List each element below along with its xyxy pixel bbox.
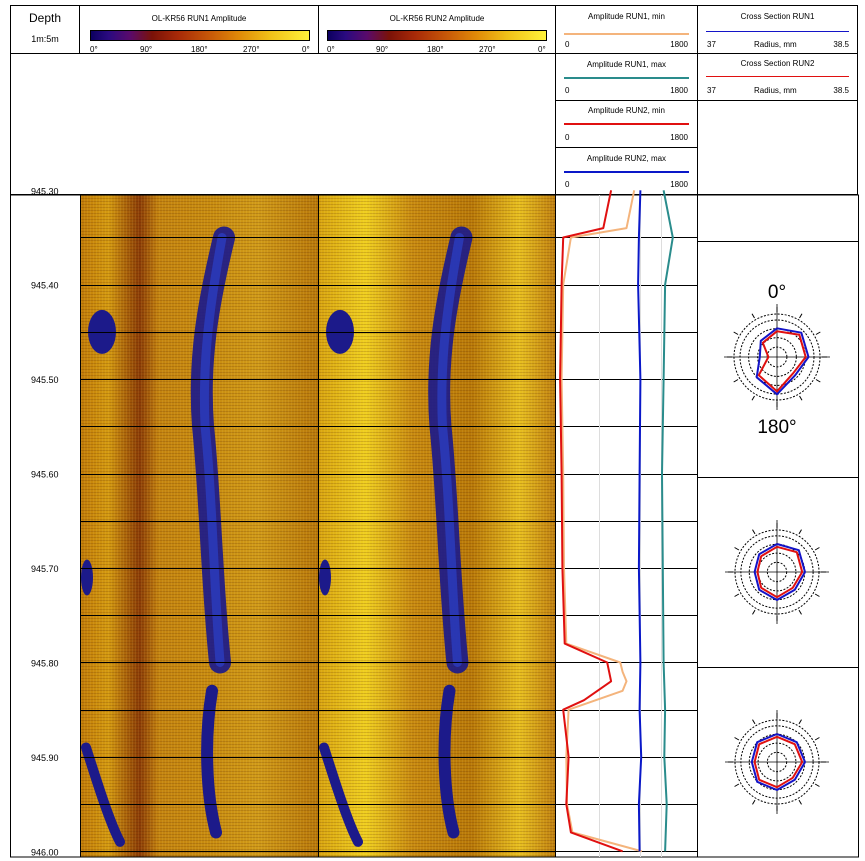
run2-tick-180: 180°: [427, 45, 444, 54]
cross-section-run1: [755, 327, 810, 396]
legend-min: 37: [707, 86, 716, 95]
legend-max: 38.5: [833, 86, 849, 95]
run2-colorscale: [327, 30, 547, 41]
vug-blob: [326, 309, 354, 354]
depth-tick-label: 945.80: [31, 658, 59, 668]
run2-title: OL-KR56 RUN2 Amplitude: [389, 14, 485, 23]
run1-colorscale: [90, 30, 310, 41]
polar-tick: [752, 799, 756, 805]
polar-tick: [752, 529, 756, 535]
fracture-trace: [201, 684, 223, 839]
polar-tick: [751, 395, 755, 401]
depth-scale: 1m:5m: [31, 34, 59, 44]
legend-max: 1800: [670, 86, 688, 95]
cross-section-run2: [756, 545, 804, 599]
polar-tick: [814, 737, 820, 741]
legend-min: 0: [565, 86, 570, 95]
cross-section-run2: [753, 735, 804, 789]
polar-label-bottom: 180°: [757, 417, 796, 438]
run2-tick-270: 270°: [479, 45, 496, 54]
depth-title: Depth: [28, 11, 62, 25]
polar-tick: [798, 529, 802, 535]
legend-axis-label: Radius, mm: [754, 40, 797, 49]
run1-tick-90: 90°: [140, 45, 153, 54]
vug-blob: [88, 309, 116, 354]
curve-track-frame: [555, 194, 698, 858]
depth-tick-label: 945.30: [31, 186, 59, 196]
polar-tick: [798, 609, 802, 615]
depth-tick-label: 945.70: [31, 564, 59, 574]
polar-tick: [734, 783, 740, 787]
run1-tick-0: 0°: [90, 45, 98, 54]
legend-max: 1800: [670, 180, 688, 189]
run2-tick-90: 90°: [376, 45, 389, 54]
legend-label: Amplitude RUN2, min: [588, 106, 665, 115]
series-line-1: [560, 190, 643, 853]
polar-tick: [814, 593, 820, 597]
legend-line: [564, 123, 689, 125]
vug-blob: [81, 559, 93, 596]
legend-line: [564, 33, 689, 35]
cross-section-track-frame: [697, 194, 859, 858]
legend-label: Amplitude RUN1, min: [588, 12, 665, 21]
run1-title: OL-KR56 RUN1 Amplitude: [151, 14, 247, 23]
run1-tick-270: 270°: [243, 45, 260, 54]
series-line-2: [661, 190, 674, 852]
polar-tick: [798, 799, 802, 805]
legend-max: 38.5: [833, 40, 849, 49]
legend-line: [706, 31, 849, 32]
legend-axis-label: Radius, mm: [754, 86, 797, 95]
fracture-trace: [319, 742, 363, 847]
series-line-3: [559, 190, 623, 853]
polar-tick: [815, 331, 821, 335]
legend-min: 37: [707, 40, 716, 49]
polar-tick: [799, 313, 803, 319]
polar-tick: [798, 719, 802, 725]
legend-min: 0: [565, 180, 570, 189]
legend-line: [564, 171, 689, 173]
depth-tick-label: 945.60: [31, 470, 59, 480]
cross-section-run1: [753, 543, 806, 601]
cross-section-run1: [750, 733, 806, 791]
fracture-trace: [81, 742, 125, 847]
run1-tick-180: 180°: [191, 45, 208, 54]
fracture-trace: [438, 684, 460, 839]
legend-max: 1800: [670, 40, 688, 49]
legend-line: [564, 77, 689, 79]
polar-tick: [814, 783, 820, 787]
run2-tick-0: 0°: [327, 45, 335, 54]
run1-tick-360: 0°: [302, 45, 310, 54]
polar-tick: [752, 719, 756, 725]
depth-tick-label: 946.00: [31, 847, 59, 857]
legend-min: 0: [565, 133, 570, 142]
run2-tick-360: 0°: [538, 45, 546, 54]
legend-min: 0: [565, 40, 570, 49]
polar-tick: [799, 395, 803, 401]
polar-tick: [734, 547, 740, 551]
legend-label: Cross Section RUN2: [740, 59, 815, 68]
legend-label: Amplitude RUN1, max: [586, 60, 667, 69]
depth-tick-label: 945.90: [31, 753, 59, 763]
cross-section-run2: [757, 330, 807, 393]
legend-line: [706, 76, 849, 77]
polar-tick: [814, 547, 820, 551]
depth-tick-label: 945.50: [31, 375, 59, 385]
series-line-4: [637, 190, 643, 852]
polar-tick: [733, 379, 739, 383]
polar-tick: [734, 593, 740, 597]
depth-tick-label: 945.40: [31, 281, 59, 291]
polar-label-top: 0°: [768, 282, 786, 303]
polar-tick: [815, 379, 821, 383]
legend-max: 1800: [670, 133, 688, 142]
legend-label: Cross Section RUN1: [740, 12, 815, 21]
polar-tick: [734, 737, 740, 741]
polar-tick: [752, 609, 756, 615]
vug-blob: [319, 559, 331, 596]
legend-label: Amplitude RUN2, max: [586, 154, 667, 163]
polar-tick: [751, 313, 755, 319]
polar-tick: [733, 331, 739, 335]
